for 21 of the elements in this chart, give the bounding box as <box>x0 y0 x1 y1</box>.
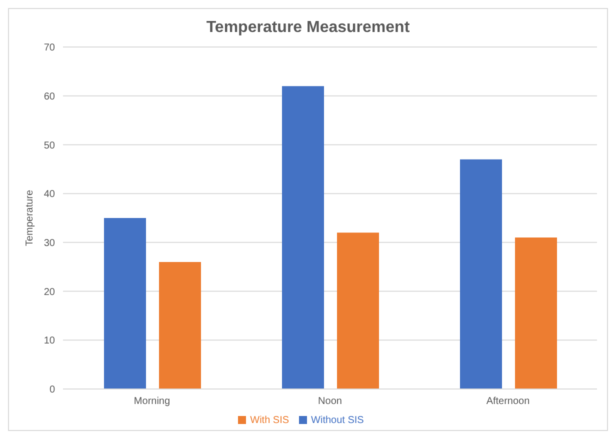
y-tick-label: 10 <box>44 336 56 347</box>
y-tick-label: 30 <box>44 238 56 249</box>
bar <box>337 232 379 389</box>
x-tick-label: Afternoon <box>486 396 530 408</box>
y-tick-label: 20 <box>44 286 56 298</box>
bar <box>515 238 557 389</box>
y-axis-title: Temperature <box>24 189 36 246</box>
x-tick-label: Morning <box>134 396 170 408</box>
bar <box>159 262 201 389</box>
y-tick-label: 40 <box>44 189 56 200</box>
legend-label: With SIS <box>250 415 290 426</box>
x-tick-label: Noon <box>318 396 342 408</box>
y-tick-label: 0 <box>49 384 56 396</box>
chart-title: Temperature Measurement <box>205 19 411 37</box>
y-tick-label: 50 <box>44 140 56 152</box>
bar <box>104 218 146 389</box>
y-tick-label: 60 <box>44 91 56 102</box>
legend-label: Without SIS <box>311 415 364 426</box>
bar <box>282 86 324 389</box>
y-tick-label: 70 <box>44 42 56 54</box>
bar <box>460 159 502 389</box>
